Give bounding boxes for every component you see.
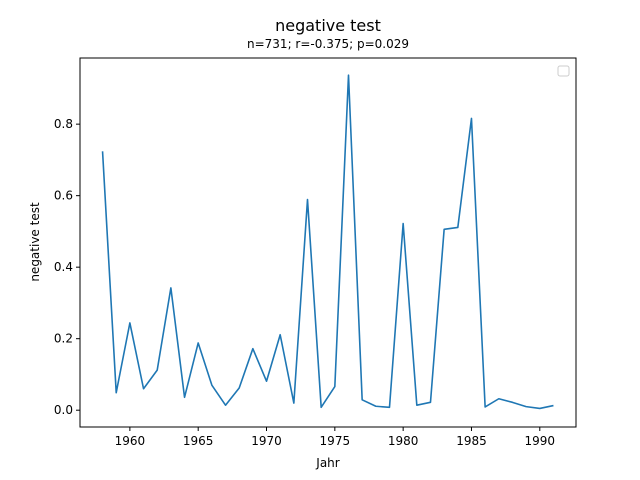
x-tick-label: 1970 [251, 434, 282, 448]
y-tick-label: 0.4 [54, 260, 73, 274]
y-tick-label: 0.2 [54, 332, 73, 346]
x-tick-label: 1975 [320, 434, 351, 448]
x-tick-label: 1980 [388, 434, 419, 448]
plot-frame [79, 57, 577, 428]
chart-title: negative test [275, 16, 381, 35]
legend-box [557, 65, 570, 77]
x-axis-label: Jahr [315, 456, 339, 470]
series-line [101, 74, 554, 410]
y-tick-label: 0.6 [54, 189, 73, 203]
y-tick-label: 0.8 [54, 117, 73, 131]
x-tick-label: 1965 [183, 434, 214, 448]
y-tick-label: 0.0 [54, 403, 73, 417]
series-layer [101, 74, 554, 410]
y-axis-label: negative test [28, 202, 42, 282]
chart-subtitle: n=731; r=-0.375; p=0.029 [247, 37, 409, 51]
plot-area [80, 58, 576, 427]
y-axis: 0.0 0.2 0.4 0.6 0.8 [54, 117, 80, 417]
x-tick-label: 1960 [115, 434, 146, 448]
x-axis: 1960 1965 1970 1975 1980 1985 1990 [115, 427, 555, 448]
x-tick-label: 1990 [525, 434, 556, 448]
x-tick-label: 1985 [456, 434, 487, 448]
